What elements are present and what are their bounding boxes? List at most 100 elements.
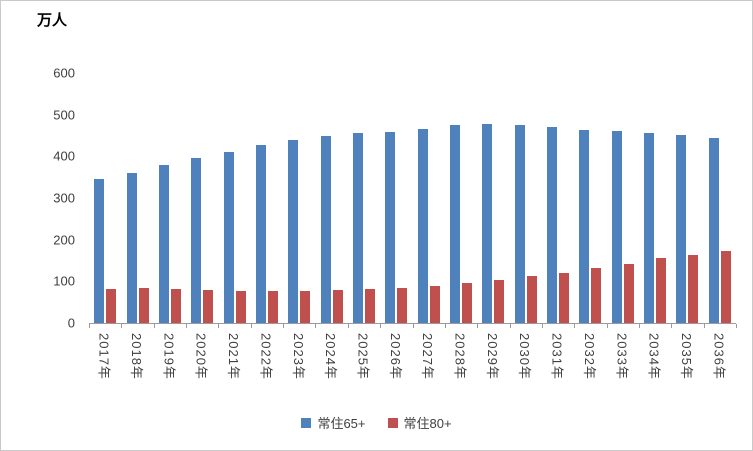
bar-常住80+: [656, 258, 667, 323]
bar-常住65+: [482, 124, 493, 323]
bar-常住80+: [559, 272, 570, 323]
bar-常住65+: [676, 135, 687, 323]
bar-常住65+: [611, 131, 622, 323]
bar-常住80+: [267, 290, 278, 323]
x-tick-label-wrap: 2018年: [121, 333, 153, 380]
x-tick-label-wrap: 2033年: [607, 333, 639, 380]
legend: 常住65+ 常住80+: [1, 413, 752, 432]
x-tick-label: 2034年: [646, 333, 662, 380]
x-axis-tick: [121, 324, 123, 328]
x-axis-tick: [315, 324, 317, 328]
x-axis-tick: [444, 324, 446, 328]
bar-group: [671, 73, 703, 323]
x-tick-label-wrap: 2029年: [477, 333, 509, 380]
x-axis-tick: [218, 324, 220, 328]
x-tick-label: 2022年: [258, 333, 274, 380]
bar-group: [348, 73, 380, 323]
y-tick-label: 0: [67, 315, 75, 331]
x-tick-label-wrap: 2026年: [380, 333, 412, 380]
bar-group: [639, 73, 671, 323]
x-tick-label: 2032年: [581, 333, 597, 380]
bar-常住65+: [385, 132, 396, 323]
x-tick-label-wrap: 2031年: [542, 333, 574, 380]
bar-常住65+: [579, 130, 590, 323]
x-tick-label-wrap: 2024年: [315, 333, 347, 380]
x-axis-tick: [283, 324, 285, 328]
bar-常住65+: [417, 129, 428, 323]
legend-label: 常住80+: [403, 416, 452, 431]
x-axis-tick: [186, 324, 188, 328]
x-tick-label-wrap: 2027年: [413, 333, 445, 380]
bar-常住80+: [364, 289, 375, 323]
bar-常住65+: [320, 136, 331, 323]
bar-group: [380, 73, 412, 323]
x-tick-label-wrap: 2017年: [89, 333, 121, 380]
x-tick-label-wrap: 2022年: [251, 333, 283, 380]
x-tick-label: 2028年: [452, 333, 468, 380]
x-tick-label: 2031年: [549, 333, 565, 380]
x-tick-label: 2017年: [96, 333, 112, 380]
bar-常住80+: [203, 290, 214, 323]
x-tick-label-wrap: 2025年: [348, 333, 380, 380]
bar-group: [413, 73, 445, 323]
bar-常住80+: [720, 251, 731, 323]
legend-swatch: [387, 417, 398, 428]
y-tick-label: 300: [53, 190, 75, 206]
bar-group: [121, 73, 153, 323]
y-tick-label: 500: [53, 107, 75, 123]
y-tick-label: 100: [53, 273, 75, 289]
x-tick-label-wrap: 2032年: [574, 333, 606, 380]
x-tick-label: 2026年: [387, 333, 403, 380]
x-axis-tick: [89, 324, 90, 328]
bar-常住65+: [352, 132, 363, 323]
bar-常住65+: [644, 133, 655, 323]
bar-group: [283, 73, 315, 323]
x-axis-tick: [703, 324, 705, 328]
x-axis-tick: [347, 324, 349, 328]
x-tick-label: 2033年: [614, 333, 630, 380]
x-tick-label: 2029年: [484, 333, 500, 380]
bar-常住80+: [300, 290, 311, 323]
x-axis-tick: [574, 324, 576, 328]
bar-常住80+: [106, 288, 117, 323]
plot-area: [89, 73, 736, 324]
bar-group: [704, 73, 736, 323]
bar-常住65+: [450, 125, 461, 323]
y-tick-label: 400: [53, 148, 75, 164]
bar-常住65+: [708, 138, 719, 323]
bar-group: [315, 73, 347, 323]
bar-常住80+: [397, 288, 408, 323]
x-tick-label: 2036年: [711, 333, 727, 380]
bar-group: [607, 73, 639, 323]
x-tick-label-wrap: 2030年: [510, 333, 542, 380]
bar-常住65+: [94, 179, 105, 323]
bar-常住80+: [623, 264, 634, 323]
y-tick-label: 200: [53, 232, 75, 248]
bar-group: [89, 73, 121, 323]
x-axis-tick: [541, 324, 543, 328]
x-tick-label-wrap: 2034年: [639, 333, 671, 380]
x-tick-label: 2027年: [420, 333, 436, 380]
axis-unit-label: 万人: [37, 12, 68, 29]
bar-常住65+: [514, 124, 525, 323]
x-tick-label-wrap: 2023年: [283, 333, 315, 380]
bar-常住80+: [235, 290, 246, 323]
x-tick-label: 2025年: [355, 333, 371, 380]
x-axis-tick: [671, 324, 673, 328]
x-axis-tick: [250, 324, 252, 328]
x-axis-tick: [412, 324, 414, 328]
bar-group: [218, 73, 250, 323]
bar-常住80+: [429, 285, 440, 323]
x-tick-label: 2019年: [161, 333, 177, 380]
x-tick-label: 2035年: [678, 333, 694, 380]
x-tick-label-wrap: 2036年: [704, 333, 736, 380]
bar-常住65+: [288, 139, 299, 323]
x-axis-tick: [736, 324, 737, 328]
legend-item: 常住80+: [387, 413, 452, 432]
x-axis-tick: [153, 324, 155, 328]
bar-常住80+: [591, 268, 602, 323]
x-axis-tick: [509, 324, 511, 328]
bar-常住80+: [526, 276, 537, 323]
legend-item: 常住65+: [301, 413, 366, 432]
